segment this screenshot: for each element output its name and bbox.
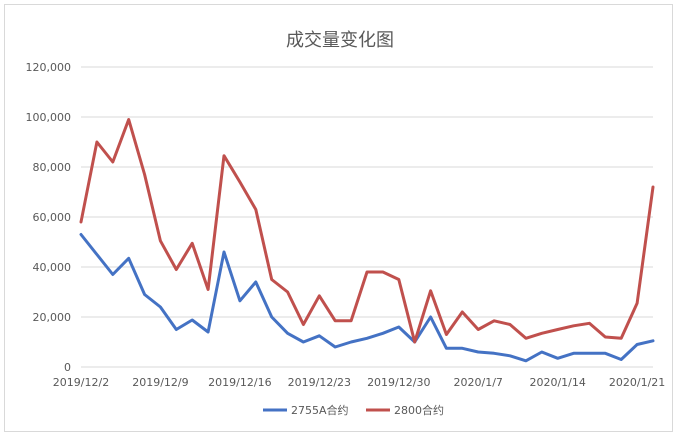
series-line-2 bbox=[79, 118, 655, 344]
series-line-1 bbox=[79, 233, 655, 363]
legend-label: 2800合约 bbox=[394, 403, 444, 417]
chart-title: 成交量变化图 bbox=[286, 30, 394, 51]
x-tick-label: 2019/12/9 bbox=[132, 376, 188, 389]
axes: 0 20,000 40,000 60,000 80,000 100,000 120,000 2… bbox=[26, 61, 666, 389]
y-tick-label: 60,000 bbox=[33, 211, 72, 224]
legend-label: 2755A合约 bbox=[291, 403, 349, 417]
legend: 2755A合约 2800合约 bbox=[263, 403, 444, 417]
y-tick-label: 100,000 bbox=[26, 111, 72, 124]
x-tick-label: 2020/1/21 bbox=[609, 376, 665, 389]
x-tick-label: 2019/12/23 bbox=[288, 376, 351, 389]
x-tick-label: 2020/1/14 bbox=[529, 376, 585, 389]
chart-frame: 成交量变化图 0 20,000 40,000 60,000 80,000 100,000 1… bbox=[4, 4, 673, 432]
x-tick-label: 2019/12/16 bbox=[208, 376, 271, 389]
grid-lines bbox=[81, 66, 653, 318]
x-tick-label: 2019/12/2 bbox=[53, 376, 109, 389]
y-tick-label: 40,000 bbox=[33, 261, 72, 274]
line-chart: 成交量变化图 0 20,000 40,000 60,000 80,000 100,000 1… bbox=[26, 30, 666, 417]
y-tick-label: 20,000 bbox=[33, 311, 72, 324]
y-tick-label: 120,000 bbox=[26, 61, 72, 74]
x-tick-label: 2020/1/7 bbox=[454, 376, 503, 389]
y-tick-label: 0 bbox=[64, 361, 71, 374]
x-tick-label: 2019/12/30 bbox=[367, 376, 430, 389]
series-lines bbox=[79, 118, 655, 363]
y-tick-label: 80,000 bbox=[33, 161, 72, 174]
